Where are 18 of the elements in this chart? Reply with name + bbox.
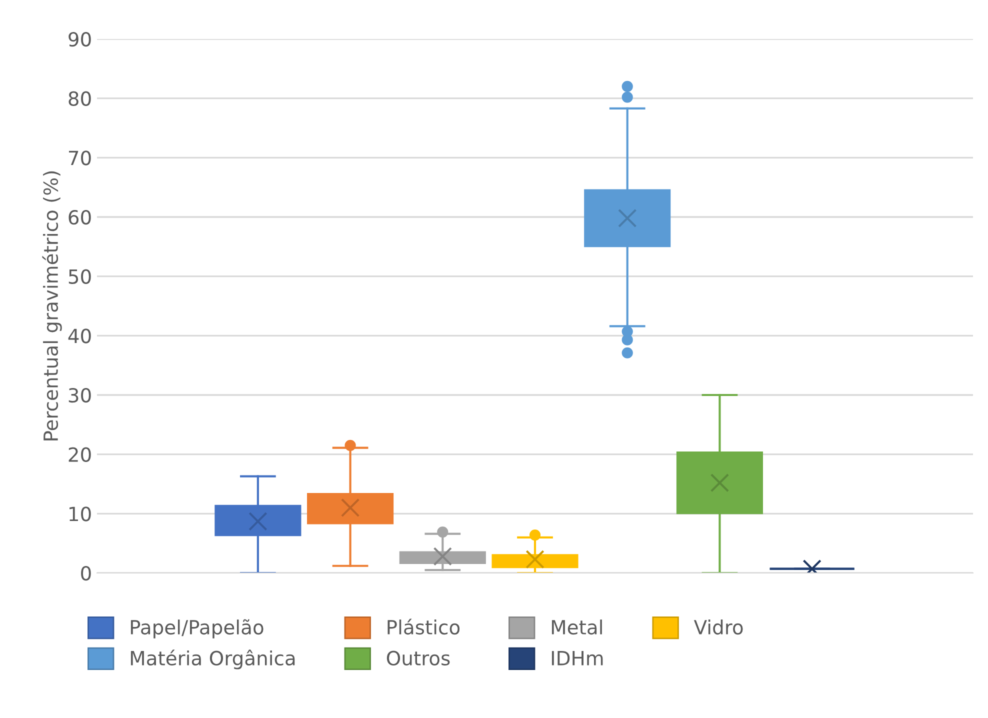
- legend-label: Papel/Papelão: [130, 619, 264, 638]
- y-tick-label: 60: [68, 210, 91, 225]
- y-tick-label: 50: [68, 269, 91, 284]
- y-tick-label: 10: [70, 506, 91, 522]
- y-tick-label: 80: [68, 91, 91, 106]
- y-tick-label: 90: [68, 32, 91, 47]
- y-tick-label: 70: [68, 150, 91, 166]
- legend-label: Vidro: [694, 620, 743, 635]
- y-axis-title: Percentual gravimétrico (%): [42, 171, 62, 440]
- y-tick-label: 0: [81, 566, 91, 581]
- legend-label: Outros: [386, 650, 450, 666]
- legend-label: Plástico: [388, 618, 460, 635]
- y-tick-label: 20: [68, 447, 91, 462]
- y-tick-label: 30: [68, 388, 91, 403]
- y-tick-label: 40: [68, 328, 91, 344]
- legend-label: Matéria Orgânica: [130, 650, 295, 670]
- legend-label: Metal: [552, 620, 602, 635]
- legend-label: IDHm: [552, 651, 603, 666]
